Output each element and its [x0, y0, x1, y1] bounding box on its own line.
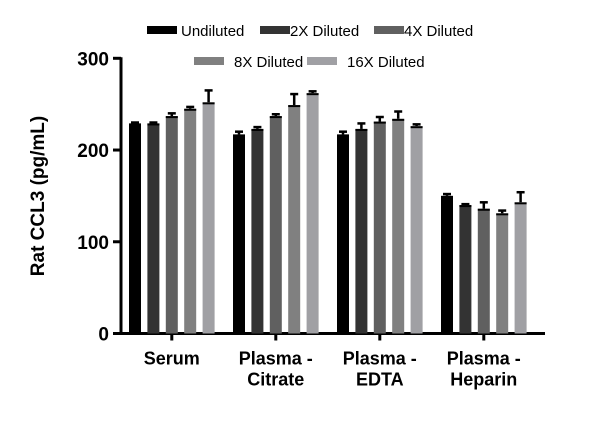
x-tick-label: Plasma - — [447, 349, 521, 369]
bar — [337, 134, 349, 334]
legend-swatch — [147, 26, 177, 34]
bar-group — [337, 130, 349, 334]
bar-group — [477, 201, 490, 334]
bar-top — [514, 202, 527, 205]
bar — [477, 208, 490, 334]
bar-group — [202, 89, 215, 334]
bar-group — [129, 121, 141, 334]
bar-top — [441, 195, 453, 198]
bar — [496, 213, 509, 334]
bar-group — [306, 90, 319, 334]
bar — [514, 202, 527, 334]
bar — [184, 108, 197, 334]
bar — [306, 93, 319, 334]
legend-swatch — [307, 57, 337, 65]
legend-swatch — [194, 57, 224, 65]
bar-group — [373, 115, 386, 334]
bar — [147, 123, 160, 334]
bar-top — [459, 205, 472, 208]
legend-label: 8X Diluted — [234, 54, 303, 71]
bar — [373, 121, 386, 334]
bar-top — [392, 118, 405, 121]
bar-top — [337, 134, 349, 137]
bar-top — [410, 126, 423, 129]
legend-label: 2X Diluted — [290, 23, 359, 40]
bar-top — [184, 108, 197, 111]
bar — [288, 105, 301, 334]
bar-top — [233, 134, 245, 137]
bar — [269, 116, 282, 334]
bar — [392, 118, 405, 334]
y-tick-label: 300 — [77, 49, 109, 70]
legend-swatch — [260, 26, 290, 34]
bar-top — [496, 213, 509, 216]
legend-item: 16X Diluted — [307, 54, 425, 71]
bar-group — [410, 123, 423, 334]
bar-group — [392, 110, 405, 334]
bar-top — [129, 123, 141, 126]
bar-top — [306, 93, 319, 96]
bar-top — [288, 105, 301, 108]
bar — [410, 126, 423, 334]
legend-item: 2X Diluted — [260, 23, 359, 40]
x-tick-label: Heparin — [450, 370, 517, 390]
x-tick-label: Citrate — [247, 370, 304, 390]
legend-label: Undiluted — [181, 23, 244, 40]
bar — [251, 128, 264, 334]
bar-top — [147, 123, 160, 126]
bar-top — [202, 102, 215, 105]
bar-top — [269, 116, 282, 119]
bar-group — [147, 121, 160, 334]
bar-group — [288, 92, 301, 334]
legend-item: Undiluted — [147, 23, 244, 40]
bar — [459, 205, 472, 334]
bar — [233, 134, 245, 334]
bar — [441, 195, 453, 334]
bar-group — [441, 192, 453, 334]
legend-item: 8X Diluted — [194, 54, 303, 71]
bar — [202, 102, 215, 334]
y-axis-label: Rat CCL3 (pg/mL) — [28, 116, 49, 276]
bar-top — [251, 128, 264, 131]
bar-group — [184, 105, 197, 334]
bar-group — [496, 209, 509, 334]
x-tick-label: Plasma - — [239, 349, 313, 369]
bar-group — [269, 113, 282, 334]
bar-group — [459, 202, 472, 334]
bar — [355, 128, 368, 334]
bar-group — [355, 122, 368, 334]
x-tick-label: Plasma - — [343, 349, 417, 369]
bar-group — [165, 112, 178, 334]
bar — [129, 123, 141, 334]
x-tick-label: EDTA — [356, 370, 404, 390]
legend-item: 4X Diluted — [374, 23, 473, 40]
y-tick-label: 100 — [77, 233, 109, 254]
bar — [165, 116, 178, 334]
y-tick-label: 200 — [77, 141, 109, 162]
legend-label: 16X Diluted — [347, 54, 425, 71]
bar-top — [477, 208, 490, 211]
bar-top — [373, 121, 386, 124]
bar-top — [355, 128, 368, 131]
bar-group — [514, 190, 527, 334]
x-tick-label: Serum — [144, 349, 200, 369]
bar-top — [165, 116, 178, 119]
legend-label: 4X Diluted — [404, 23, 473, 40]
y-tick-label: 0 — [98, 325, 109, 346]
legend-swatch — [374, 26, 404, 34]
bar-group — [251, 125, 264, 334]
bar-group — [233, 130, 245, 334]
